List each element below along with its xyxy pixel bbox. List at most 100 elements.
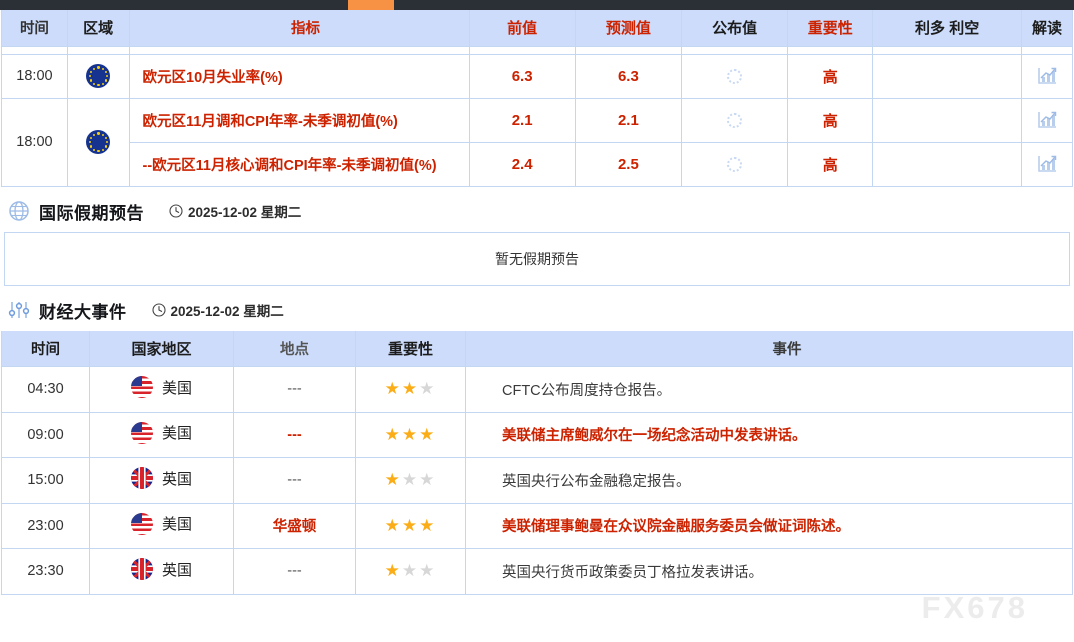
event-time: 23:30 <box>1 548 90 595</box>
clipped-bull <box>872 45 1022 55</box>
table-row[interactable]: 15:00 英国 --- ★★★ 英国央行公布金融稳定报告。 <box>1 457 1073 504</box>
star-rating: ★★★ <box>384 561 437 581</box>
holiday-section-title: 国际假期预告 <box>39 203 144 223</box>
top-bar <box>0 0 1074 10</box>
events-date-text: 2025-12-02 星期二 <box>170 304 284 319</box>
event-place: --- <box>233 457 356 504</box>
loading-spinner-icon <box>727 156 743 172</box>
row-forecast: 2.1 <box>574 97 683 143</box>
col-bull-bear: 利多 利空 <box>872 10 1022 47</box>
clipped-indicator <box>128 45 470 55</box>
row-importance: 高 <box>787 141 874 187</box>
active-tab-indicator[interactable] <box>348 0 394 10</box>
col-importance: 重要性 <box>787 10 874 47</box>
row-indicator[interactable]: 欧元区10月失业率(%) <box>128 53 470 99</box>
col-event-time: 时间 <box>1 330 90 367</box>
col-time: 时间 <box>1 10 68 47</box>
table-row[interactable]: 23:30 英国 --- ★★★ 英国央行货币政策委员丁格拉发表讲话。 <box>1 548 1073 595</box>
col-forecast: 预测值 <box>574 10 683 47</box>
country-label: 英国 <box>161 561 192 579</box>
event-description[interactable]: 美联储主席鲍威尔在一场纪念活动中发表讲话。 <box>465 411 1073 458</box>
col-indicator: 指标 <box>128 10 470 47</box>
row-published <box>680 141 789 187</box>
watermark: FX678 <box>921 590 1028 625</box>
clipped-imp <box>787 45 874 55</box>
event-country: 英国 <box>89 548 234 595</box>
eu-flag-icon <box>86 130 111 154</box>
event-description[interactable]: 美联储理事鲍曼在众议院金融服务委员会做证词陈述。 <box>465 502 1073 549</box>
event-time: 04:30 <box>1 366 90 413</box>
table-row[interactable]: 18:00 欧元区10月失业率(%) 6.3 6.3 <box>1 53 1073 99</box>
event-place: --- <box>233 411 356 458</box>
row-bull-bear <box>872 97 1022 143</box>
col-read: 解读 <box>1021 10 1073 47</box>
row-forecast: 6.3 <box>574 53 683 99</box>
row-bull-bear <box>872 141 1022 187</box>
events-table: 时间 国家地区 地点 重要性 事件 04:30 美国 --- ★★★ <box>1 330 1073 595</box>
row-indicator[interactable]: --欧元区11月核心调和CPI年率-未季调初值(%) <box>128 141 470 187</box>
event-description[interactable]: 英国央行货币政策委员丁格拉发表讲话。 <box>465 548 1073 595</box>
row-time: 18:00 <box>1 53 68 99</box>
star-rating: ★★★ <box>384 515 437 535</box>
event-time: 23:00 <box>1 502 90 549</box>
row-region <box>66 97 130 187</box>
star-rating: ★★★ <box>384 379 437 399</box>
event-description[interactable]: CFTC公布周度持仓报告。 <box>465 366 1073 413</box>
col-event-place: 地点 <box>233 330 356 367</box>
table-row[interactable]: 04:30 美国 --- ★★★ CFTC公布周度持仓报告。 <box>1 366 1073 413</box>
event-importance: ★★★ <box>355 502 466 549</box>
table-header-row: 时间 区域 指标 前值 预测值 公布值 重要性 利多 利空 解读 <box>1 10 1073 47</box>
clock-icon <box>169 204 183 218</box>
chart-icon[interactable] <box>1036 66 1058 86</box>
clipped-prev <box>468 45 576 55</box>
row-read[interactable] <box>1021 97 1073 143</box>
events-header-row: 时间 国家地区 地点 重要性 事件 <box>1 330 1073 367</box>
chart-icon[interactable] <box>1036 110 1058 130</box>
col-previous: 前值 <box>468 10 576 47</box>
row-read[interactable] <box>1021 53 1073 99</box>
event-place: 华盛顿 <box>233 502 356 549</box>
clock-icon <box>151 303 166 317</box>
events-section-date-group: 2025-12-02 星期二 <box>151 300 284 320</box>
gb-flag-icon <box>130 467 153 490</box>
events-section-header: 财经大事件 2025-12-02 星期二 <box>0 286 1074 331</box>
col-event-desc: 事件 <box>465 330 1073 367</box>
country-label: 美国 <box>161 379 192 397</box>
clipped-pub <box>680 45 789 55</box>
row-importance: 高 <box>787 97 874 143</box>
row-indicator[interactable]: 欧元区11月调和CPI年率-未季调初值(%) <box>128 97 470 143</box>
events-section-title: 财经大事件 <box>39 302 127 322</box>
us-flag-icon <box>130 512 153 535</box>
row-read[interactable] <box>1021 141 1073 187</box>
loading-spinner-icon <box>727 68 743 84</box>
us-flag-icon <box>130 421 153 444</box>
event-country: 英国 <box>89 457 234 504</box>
event-importance: ★★★ <box>355 548 466 595</box>
table-row[interactable]: 23:00 美国 华盛顿 ★★★ 美联储理事鲍曼在众议院金融服务委员会做证词陈述… <box>1 502 1073 549</box>
country-label: 美国 <box>161 516 192 534</box>
table-row[interactable]: --欧元区11月核心调和CPI年率-未季调初值(%) 2.4 2.5 高 <box>2 141 1073 187</box>
event-place: --- <box>233 366 356 413</box>
country-label: 美国 <box>161 425 192 443</box>
chart-icon[interactable] <box>1036 154 1058 174</box>
clipped-region <box>66 45 130 55</box>
table-row[interactable]: 09:00 美国 --- ★★★ 美联储主席鲍威尔在一场纪念活动中发表讲话。 <box>1 411 1073 458</box>
table-row-clipped <box>1 45 1073 55</box>
row-published <box>680 53 789 99</box>
gb-flag-icon <box>130 558 153 581</box>
star-rating: ★★★ <box>384 424 437 444</box>
table-row[interactable]: 18:00 欧元区11月调和CPI年率-未季调初值(%) 2.1 2.1 <box>1 97 1073 187</box>
clipped-read <box>1021 45 1073 55</box>
col-event-country: 国家地区 <box>89 330 234 367</box>
us-flag-icon <box>130 376 153 399</box>
holiday-section-header: 国际假期预告 2025-12-02 星期二 <box>0 187 1074 232</box>
holiday-date-text: 2025-12-02 星期二 <box>188 205 302 220</box>
row-previous: 2.1 <box>468 97 576 143</box>
event-place: --- <box>233 548 356 595</box>
row-region <box>66 53 130 99</box>
event-description[interactable]: 英国央行公布金融稳定报告。 <box>465 457 1073 504</box>
row-time: 18:00 <box>1 97 68 187</box>
holiday-empty-panel: 暂无假期预告 <box>4 231 1070 286</box>
event-country: 美国 <box>89 366 234 413</box>
